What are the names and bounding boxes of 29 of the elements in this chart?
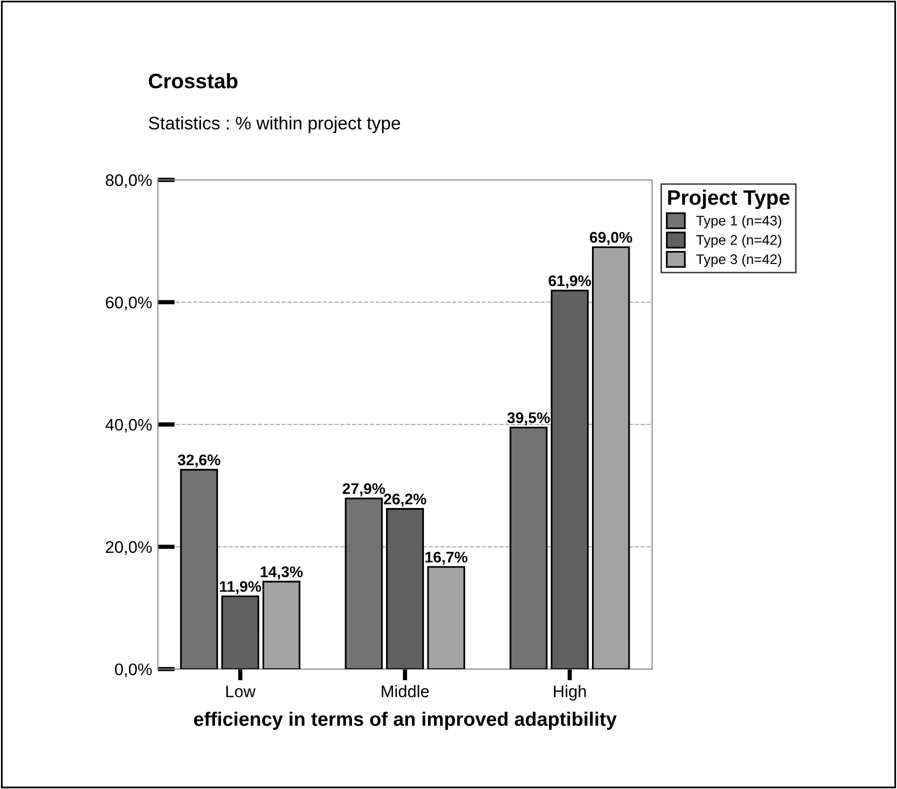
- y-tick-label: 80,0%: [106, 174, 152, 188]
- y-tick-label: 60,0%: [106, 296, 152, 310]
- y-tick-label: 0,0%: [114, 663, 152, 678]
- bar: [427, 566, 466, 670]
- bar: [344, 498, 383, 670]
- legend-label: Type 3 (n=42): [696, 254, 782, 267]
- data-label: 39,5%: [507, 412, 550, 426]
- y-tick-label: 20,0%: [106, 541, 152, 555]
- data-label: 14,3%: [260, 566, 303, 580]
- bar: [262, 580, 300, 670]
- chart-subtitle: Statistics : % within project type: [148, 116, 400, 134]
- data-label: 27,9%: [342, 483, 386, 496]
- legend-label: Type 2 (n=42): [696, 234, 782, 248]
- data-label: 61,9%: [548, 275, 592, 288]
- data-label: 16,7%: [425, 552, 468, 565]
- data-label: 11,9%: [220, 581, 262, 594]
- data-label: 26,2%: [384, 494, 426, 507]
- x-tick-label: High: [554, 685, 586, 701]
- x-axis-title: efficiency in terms of an improved adaptibility: [194, 712, 617, 730]
- chart-title: Crosstab: [148, 73, 238, 88]
- y-tick-label: 40,0%: [105, 418, 152, 433]
- x-tick-label: Low: [226, 686, 256, 698]
- bar: [510, 426, 548, 670]
- legend-label: Type 1 (n=43): [696, 215, 782, 228]
- x-tick-label: Middle: [382, 685, 429, 698]
- data-label: 32,6%: [178, 454, 220, 468]
- bar: [180, 468, 218, 670]
- legend-title: Project Type: [668, 190, 790, 210]
- data-label: 69,0%: [590, 232, 632, 245]
